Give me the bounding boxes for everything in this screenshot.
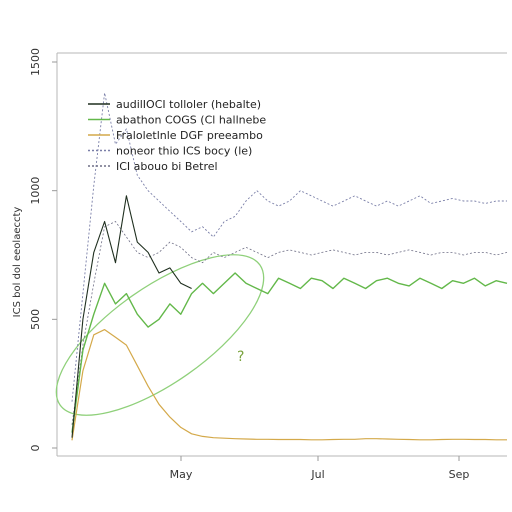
y-ticks: 0 500 1000 1500: [29, 48, 57, 452]
series-line-2: [71, 272, 508, 433]
y-tick-label: 500: [29, 309, 42, 330]
legend-label-4: noneor thio ICS bocy (le): [116, 145, 252, 158]
legend-label-3: Fraloletlnle DGF preeambo: [116, 129, 263, 142]
x-tick-label: May: [170, 468, 193, 481]
highlight-ellipse-group: [55, 254, 265, 416]
series-line-5: [71, 221, 508, 425]
legend-label-5: ICI abouo bi Betrel: [116, 160, 218, 173]
series-lines: [71, 92, 508, 441]
legend: audilIOCI tolloler (hebalte) abathon COGS…: [88, 98, 266, 173]
highlight-ellipse: [55, 254, 265, 416]
y-tick-label: 1500: [29, 48, 42, 76]
y-tick-label: 1000: [29, 177, 42, 205]
legend-label-1: audilIOCI tolloler (hebalte): [116, 98, 261, 111]
series-line-3: [71, 329, 507, 441]
x-tick-label: Jul: [310, 468, 324, 481]
y-tick-label: 0: [29, 445, 42, 452]
y-axis-label: ICS bol dol eeolaeccty: [12, 207, 23, 318]
legend-label-2: abathon COGS (Cl hallnebe: [116, 114, 266, 127]
x-tick-label: Sep: [449, 468, 470, 481]
annotation-question-mark: ?: [237, 349, 244, 365]
series-line-1: [71, 195, 192, 438]
x-ticks: May Jul Sep: [170, 456, 470, 481]
